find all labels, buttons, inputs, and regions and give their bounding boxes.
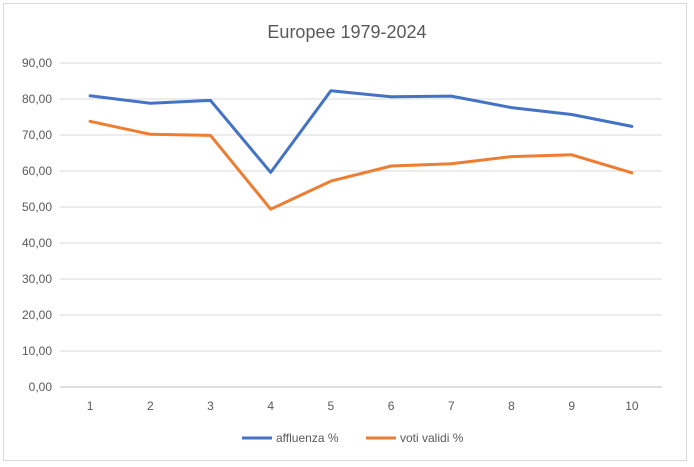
y-tick-label: 60,00	[22, 164, 52, 178]
x-tick-label: 7	[448, 399, 455, 413]
x-tick-label: 9	[568, 399, 575, 413]
x-tick-label: 1	[87, 399, 94, 413]
y-axis-ticks: 0,00 10,00 20,00 30,00 40,00 50,00 60,00 70,00 8…	[22, 56, 52, 394]
x-tick-label: 3	[207, 399, 214, 413]
y-tick-label: 10,00	[22, 344, 52, 358]
y-tick-label: 80,00	[22, 92, 52, 106]
chart-frame	[3, 3, 687, 461]
legend: affluenza % voti validi %	[242, 431, 464, 445]
series-line-1	[88, 89, 634, 174]
y-tick-label: 50,00	[22, 200, 52, 214]
y-tick-label: 20,00	[22, 308, 52, 322]
x-axis-ticks: 1 2 3 4 5 6 7 8 9 10	[87, 399, 639, 413]
x-tick-label: 4	[267, 399, 274, 413]
series-lines	[88, 89, 634, 211]
y-tick-label: 90,00	[22, 56, 52, 70]
y-tick-label: 70,00	[22, 128, 52, 142]
y-tick-label: 40,00	[22, 236, 52, 250]
x-tick-label: 10	[625, 399, 639, 413]
y-tick-label: 30,00	[22, 272, 52, 286]
gridlines	[60, 62, 662, 388]
legend-label: voti validi %	[400, 431, 464, 445]
legend-label: affluenza %	[276, 431, 339, 445]
x-tick-label: 6	[388, 399, 395, 413]
x-tick-label: 8	[508, 399, 515, 413]
x-tick-label: 2	[147, 399, 154, 413]
y-tick-label: 0,00	[29, 380, 53, 394]
x-tick-label: 5	[328, 399, 335, 413]
series-line-2	[88, 119, 634, 211]
chart-title: Europee 1979-2024	[267, 22, 426, 42]
